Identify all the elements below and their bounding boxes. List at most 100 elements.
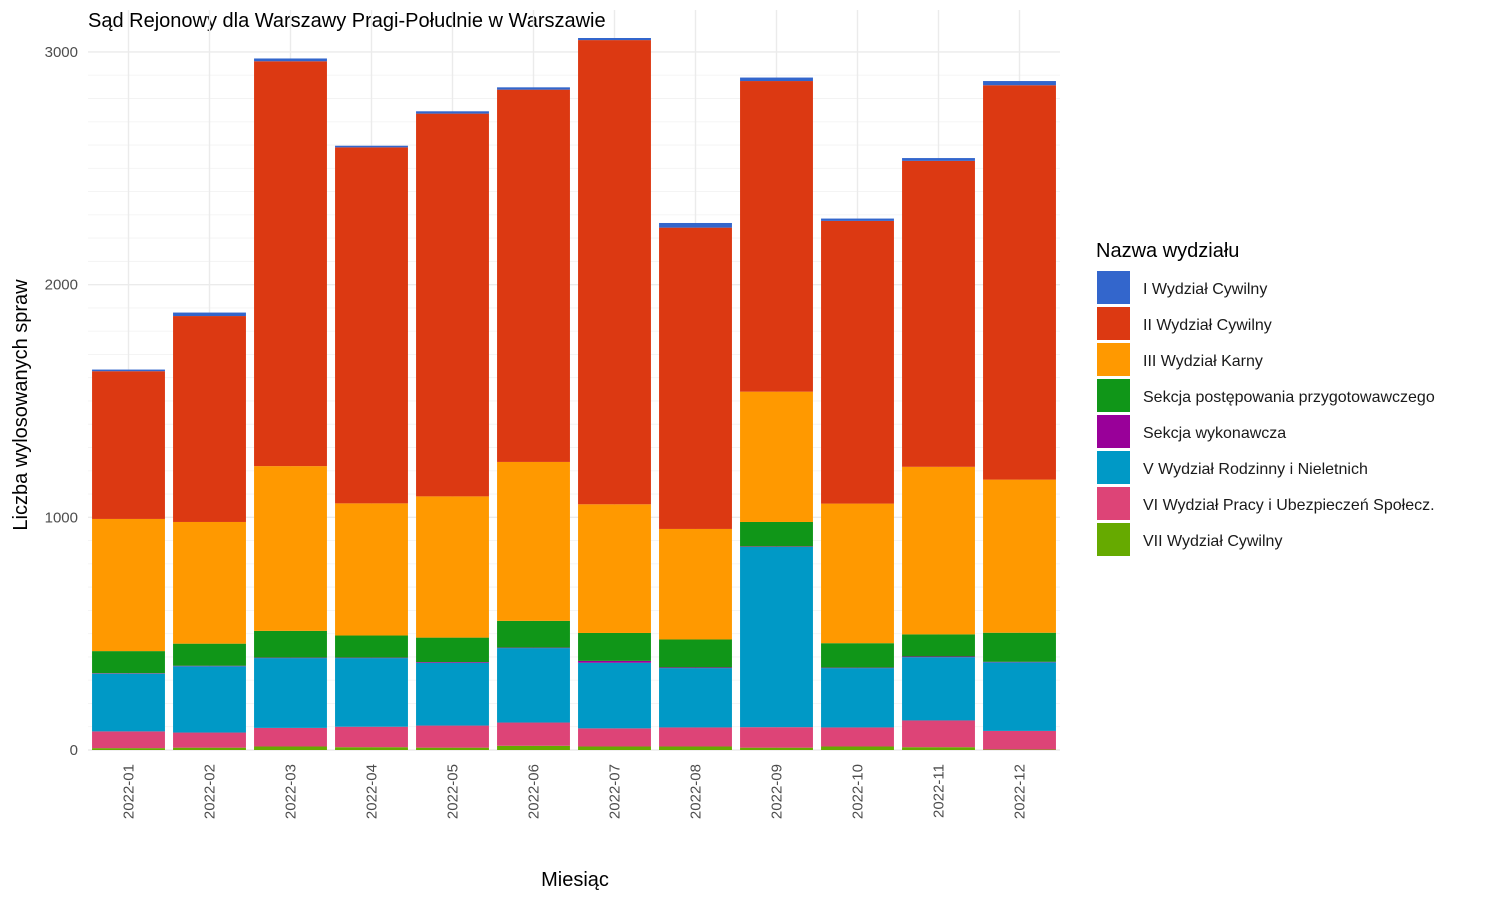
bar-segment	[659, 222, 732, 228]
bar-segment	[578, 728, 651, 747]
legend-entry: III Wydział Karny	[1097, 343, 1263, 376]
bar-segment	[902, 466, 975, 635]
bar-segment	[578, 746, 651, 750]
bar-segment	[659, 727, 732, 747]
bar-segment	[173, 747, 246, 750]
legend-entry: V Wydział Rodzinny i Nieletnich	[1097, 451, 1368, 484]
bar-segment	[821, 746, 894, 750]
y-tick-label: 0	[70, 742, 78, 759]
bar-segment	[173, 521, 246, 644]
legend-label: I Wydział Cywilny	[1143, 281, 1267, 298]
legend-swatch	[1097, 271, 1130, 304]
bar-segment	[821, 503, 894, 644]
legend-entry: VII Wydział Cywilny	[1097, 523, 1282, 556]
bar-segment	[254, 630, 327, 658]
bar-segment	[92, 371, 165, 519]
bar-segment	[497, 722, 570, 746]
bar-segment	[497, 648, 570, 723]
legend-swatch	[1097, 343, 1130, 376]
legend-label: VII Wydział Cywilny	[1143, 533, 1282, 550]
bar-stack-2022-02	[173, 312, 246, 750]
legend-swatch	[1097, 415, 1130, 448]
legend: Nazwa wydziału I Wydział Cywilny II Wydzi…	[1096, 240, 1435, 556]
bar-stack-2022-08	[659, 222, 732, 750]
bar-stack-2022-11	[902, 158, 975, 750]
bar-segment	[254, 58, 327, 62]
bar-segment	[497, 745, 570, 750]
x-tick-label: 2022-01	[121, 764, 138, 819]
bar-segment	[254, 746, 327, 750]
bar-segment	[983, 662, 1056, 731]
bar-segment	[659, 668, 732, 728]
bar-segment	[416, 747, 489, 750]
bar-segment	[335, 147, 408, 504]
bar-segment	[578, 38, 651, 41]
bar-segment	[254, 61, 327, 467]
bar-segment	[740, 546, 813, 728]
bar-stack-2022-12	[983, 81, 1056, 750]
bar-segment	[740, 77, 813, 82]
bar-stack-2022-10	[821, 218, 894, 750]
bar-segment	[173, 312, 246, 317]
bars	[92, 38, 1056, 750]
bar-stack-2022-01	[92, 369, 165, 750]
bar-segment	[335, 747, 408, 750]
y-tick-label: 2000	[45, 277, 78, 294]
bar-segment	[659, 528, 732, 640]
bar-segment	[497, 620, 570, 648]
bar-segment	[173, 732, 246, 748]
bar-segment	[416, 113, 489, 497]
y-tick-label: 1000	[45, 509, 78, 526]
bar-segment	[335, 658, 408, 727]
bar-segment	[578, 662, 651, 729]
legend-label: II Wydział Cywilny	[1143, 317, 1272, 334]
bar-segment	[416, 725, 489, 748]
x-tick-label: 2022-03	[283, 764, 300, 819]
y-tick-label: 3000	[45, 44, 78, 61]
bar-segment	[821, 220, 894, 504]
bar-segment	[983, 85, 1056, 480]
bar-segment	[173, 316, 246, 522]
bar-segment	[335, 145, 408, 148]
bar-segment	[92, 518, 165, 652]
bar-segment	[578, 632, 651, 661]
bar-segment	[335, 503, 408, 636]
bar-segment	[92, 748, 165, 750]
bar-stack-2022-05	[416, 111, 489, 750]
legend-entry: Sekcja wykonawcza	[1097, 415, 1286, 448]
bar-segment	[902, 158, 975, 161]
bar-segment	[902, 160, 975, 467]
legend-label: V Wydział Rodzinny i Nieletnich	[1143, 461, 1368, 478]
bar-segment	[983, 479, 1056, 633]
bar-segment	[497, 461, 570, 621]
bar-segment	[821, 218, 894, 221]
bar-segment	[335, 635, 408, 658]
bar-segment	[578, 40, 651, 505]
legend-label: VI Wydział Pracy i Ubezpieczeń Społecz.	[1143, 497, 1435, 514]
bar-segment	[659, 667, 732, 669]
bar-segment	[740, 747, 813, 750]
bar-stack-2022-03	[254, 58, 327, 750]
bar-segment	[92, 651, 165, 674]
x-tick-label: 2022-12	[1012, 764, 1029, 819]
x-tick-label: 2022-10	[850, 764, 867, 819]
bar-segment	[92, 731, 165, 749]
bar-segment	[983, 81, 1056, 86]
bar-segment	[254, 466, 327, 631]
bar-segment	[659, 227, 732, 529]
legend-entry: II Wydział Cywilny	[1097, 307, 1272, 340]
bar-segment	[416, 111, 489, 114]
bar-segment	[983, 730, 1056, 750]
y-axis-ticks: 0 1000 2000 3000	[45, 44, 78, 759]
bar-segment	[821, 727, 894, 747]
bar-segment	[740, 81, 813, 392]
legend-label: Sekcja wykonawcza	[1143, 425, 1286, 442]
bar-segment	[740, 521, 813, 547]
bar-segment	[92, 369, 165, 372]
legend-swatch	[1097, 307, 1130, 340]
bar-segment	[740, 391, 813, 522]
bar-segment	[416, 662, 489, 663]
legend-title: Nazwa wydziału	[1096, 240, 1239, 262]
bar-segment	[173, 643, 246, 666]
